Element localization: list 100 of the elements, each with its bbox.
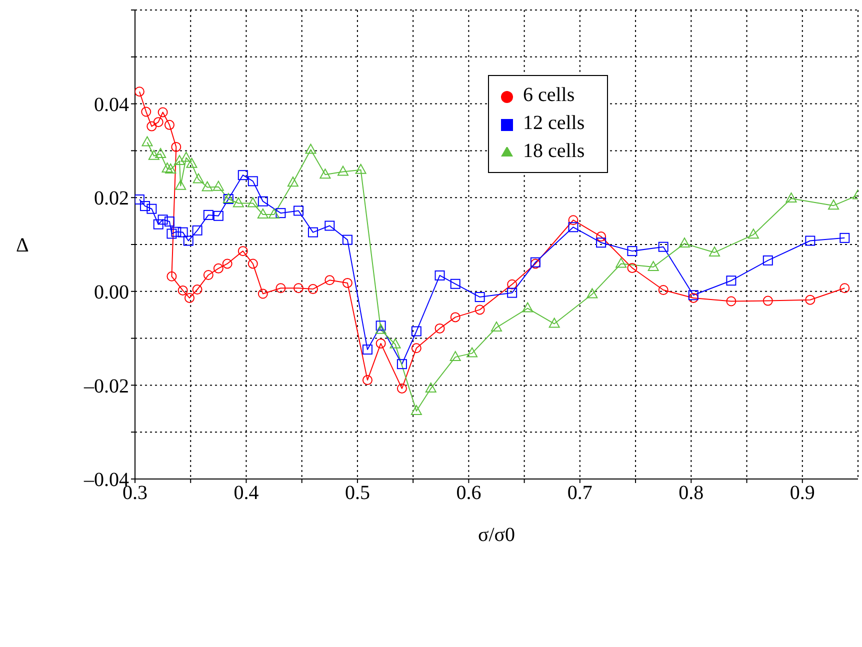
point bbox=[257, 208, 268, 218]
point bbox=[294, 283, 304, 294]
point bbox=[192, 284, 202, 295]
point bbox=[180, 152, 192, 162]
point bbox=[175, 180, 186, 190]
point bbox=[627, 246, 638, 256]
point bbox=[376, 338, 386, 348]
point bbox=[248, 258, 258, 269]
point bbox=[410, 404, 422, 415]
point bbox=[166, 228, 177, 239]
point bbox=[238, 170, 248, 180]
point bbox=[586, 288, 598, 298]
point bbox=[320, 168, 331, 179]
point bbox=[342, 278, 352, 288]
point bbox=[186, 158, 198, 168]
point bbox=[164, 216, 174, 227]
point bbox=[362, 344, 372, 355]
point bbox=[375, 324, 386, 334]
point bbox=[762, 296, 773, 306]
point bbox=[709, 246, 720, 256]
point bbox=[213, 263, 224, 274]
legend-label: 6 cells bbox=[523, 84, 575, 106]
point bbox=[141, 106, 152, 117]
point bbox=[276, 208, 286, 218]
x-tick-label: 0.7 bbox=[567, 482, 592, 504]
point bbox=[171, 226, 182, 237]
point bbox=[786, 192, 797, 203]
point bbox=[222, 258, 232, 269]
point bbox=[616, 258, 627, 268]
y-tick-label: 0.02 bbox=[94, 188, 129, 210]
x-tick-label: 0.6 bbox=[456, 482, 482, 504]
point bbox=[192, 225, 202, 236]
y-tick-label: 0.04 bbox=[94, 94, 129, 116]
point bbox=[164, 120, 174, 130]
point bbox=[688, 292, 698, 303]
point bbox=[688, 290, 698, 300]
point bbox=[140, 201, 150, 212]
point bbox=[248, 176, 258, 186]
point bbox=[324, 220, 335, 231]
point bbox=[762, 255, 773, 266]
point bbox=[247, 197, 258, 208]
point bbox=[324, 275, 335, 286]
point bbox=[184, 292, 195, 303]
point bbox=[232, 197, 244, 208]
point bbox=[474, 292, 485, 302]
point bbox=[678, 238, 690, 248]
x-tick-label: 0.4 bbox=[234, 482, 259, 504]
point bbox=[390, 338, 401, 348]
point bbox=[268, 208, 280, 218]
point bbox=[162, 162, 173, 173]
point bbox=[840, 283, 850, 294]
y-tick-label: 0.00 bbox=[94, 282, 129, 304]
point bbox=[183, 236, 194, 246]
point bbox=[338, 166, 348, 176]
point bbox=[840, 232, 850, 243]
point bbox=[142, 136, 153, 146]
point bbox=[491, 322, 502, 332]
point bbox=[411, 343, 422, 354]
legend-label: 18 cells bbox=[523, 140, 585, 162]
y-tick-label: –0.02 bbox=[83, 375, 129, 398]
legend-label: 12 cells bbox=[523, 112, 585, 134]
point bbox=[203, 210, 214, 220]
point bbox=[158, 214, 168, 225]
point bbox=[596, 238, 606, 248]
point bbox=[805, 236, 816, 246]
point bbox=[203, 270, 214, 280]
point bbox=[155, 148, 166, 158]
x-tick-label: 0.8 bbox=[678, 482, 704, 504]
point bbox=[158, 107, 168, 118]
point bbox=[342, 234, 352, 245]
point bbox=[178, 285, 188, 296]
point bbox=[153, 219, 164, 230]
point bbox=[146, 204, 157, 214]
point bbox=[192, 173, 204, 184]
point bbox=[548, 318, 560, 328]
point bbox=[213, 210, 224, 221]
point bbox=[805, 294, 816, 305]
x-axis-title: σ/σ0 bbox=[478, 524, 516, 546]
point bbox=[165, 163, 176, 174]
point bbox=[308, 227, 318, 238]
point bbox=[135, 194, 144, 204]
point bbox=[434, 323, 445, 334]
point bbox=[507, 288, 518, 298]
point bbox=[450, 312, 460, 322]
point bbox=[308, 284, 318, 294]
point bbox=[148, 150, 160, 160]
point bbox=[522, 302, 534, 312]
point bbox=[411, 326, 422, 336]
point bbox=[474, 304, 485, 315]
point bbox=[258, 288, 268, 299]
point bbox=[166, 271, 177, 282]
point bbox=[568, 215, 578, 226]
x-tick-label: 0.5 bbox=[344, 482, 370, 504]
point bbox=[748, 228, 759, 239]
point bbox=[294, 206, 304, 216]
point bbox=[305, 144, 316, 154]
point bbox=[396, 359, 407, 370]
point bbox=[135, 86, 144, 97]
y-axis-title: Δ bbox=[16, 234, 29, 257]
point bbox=[466, 347, 478, 358]
